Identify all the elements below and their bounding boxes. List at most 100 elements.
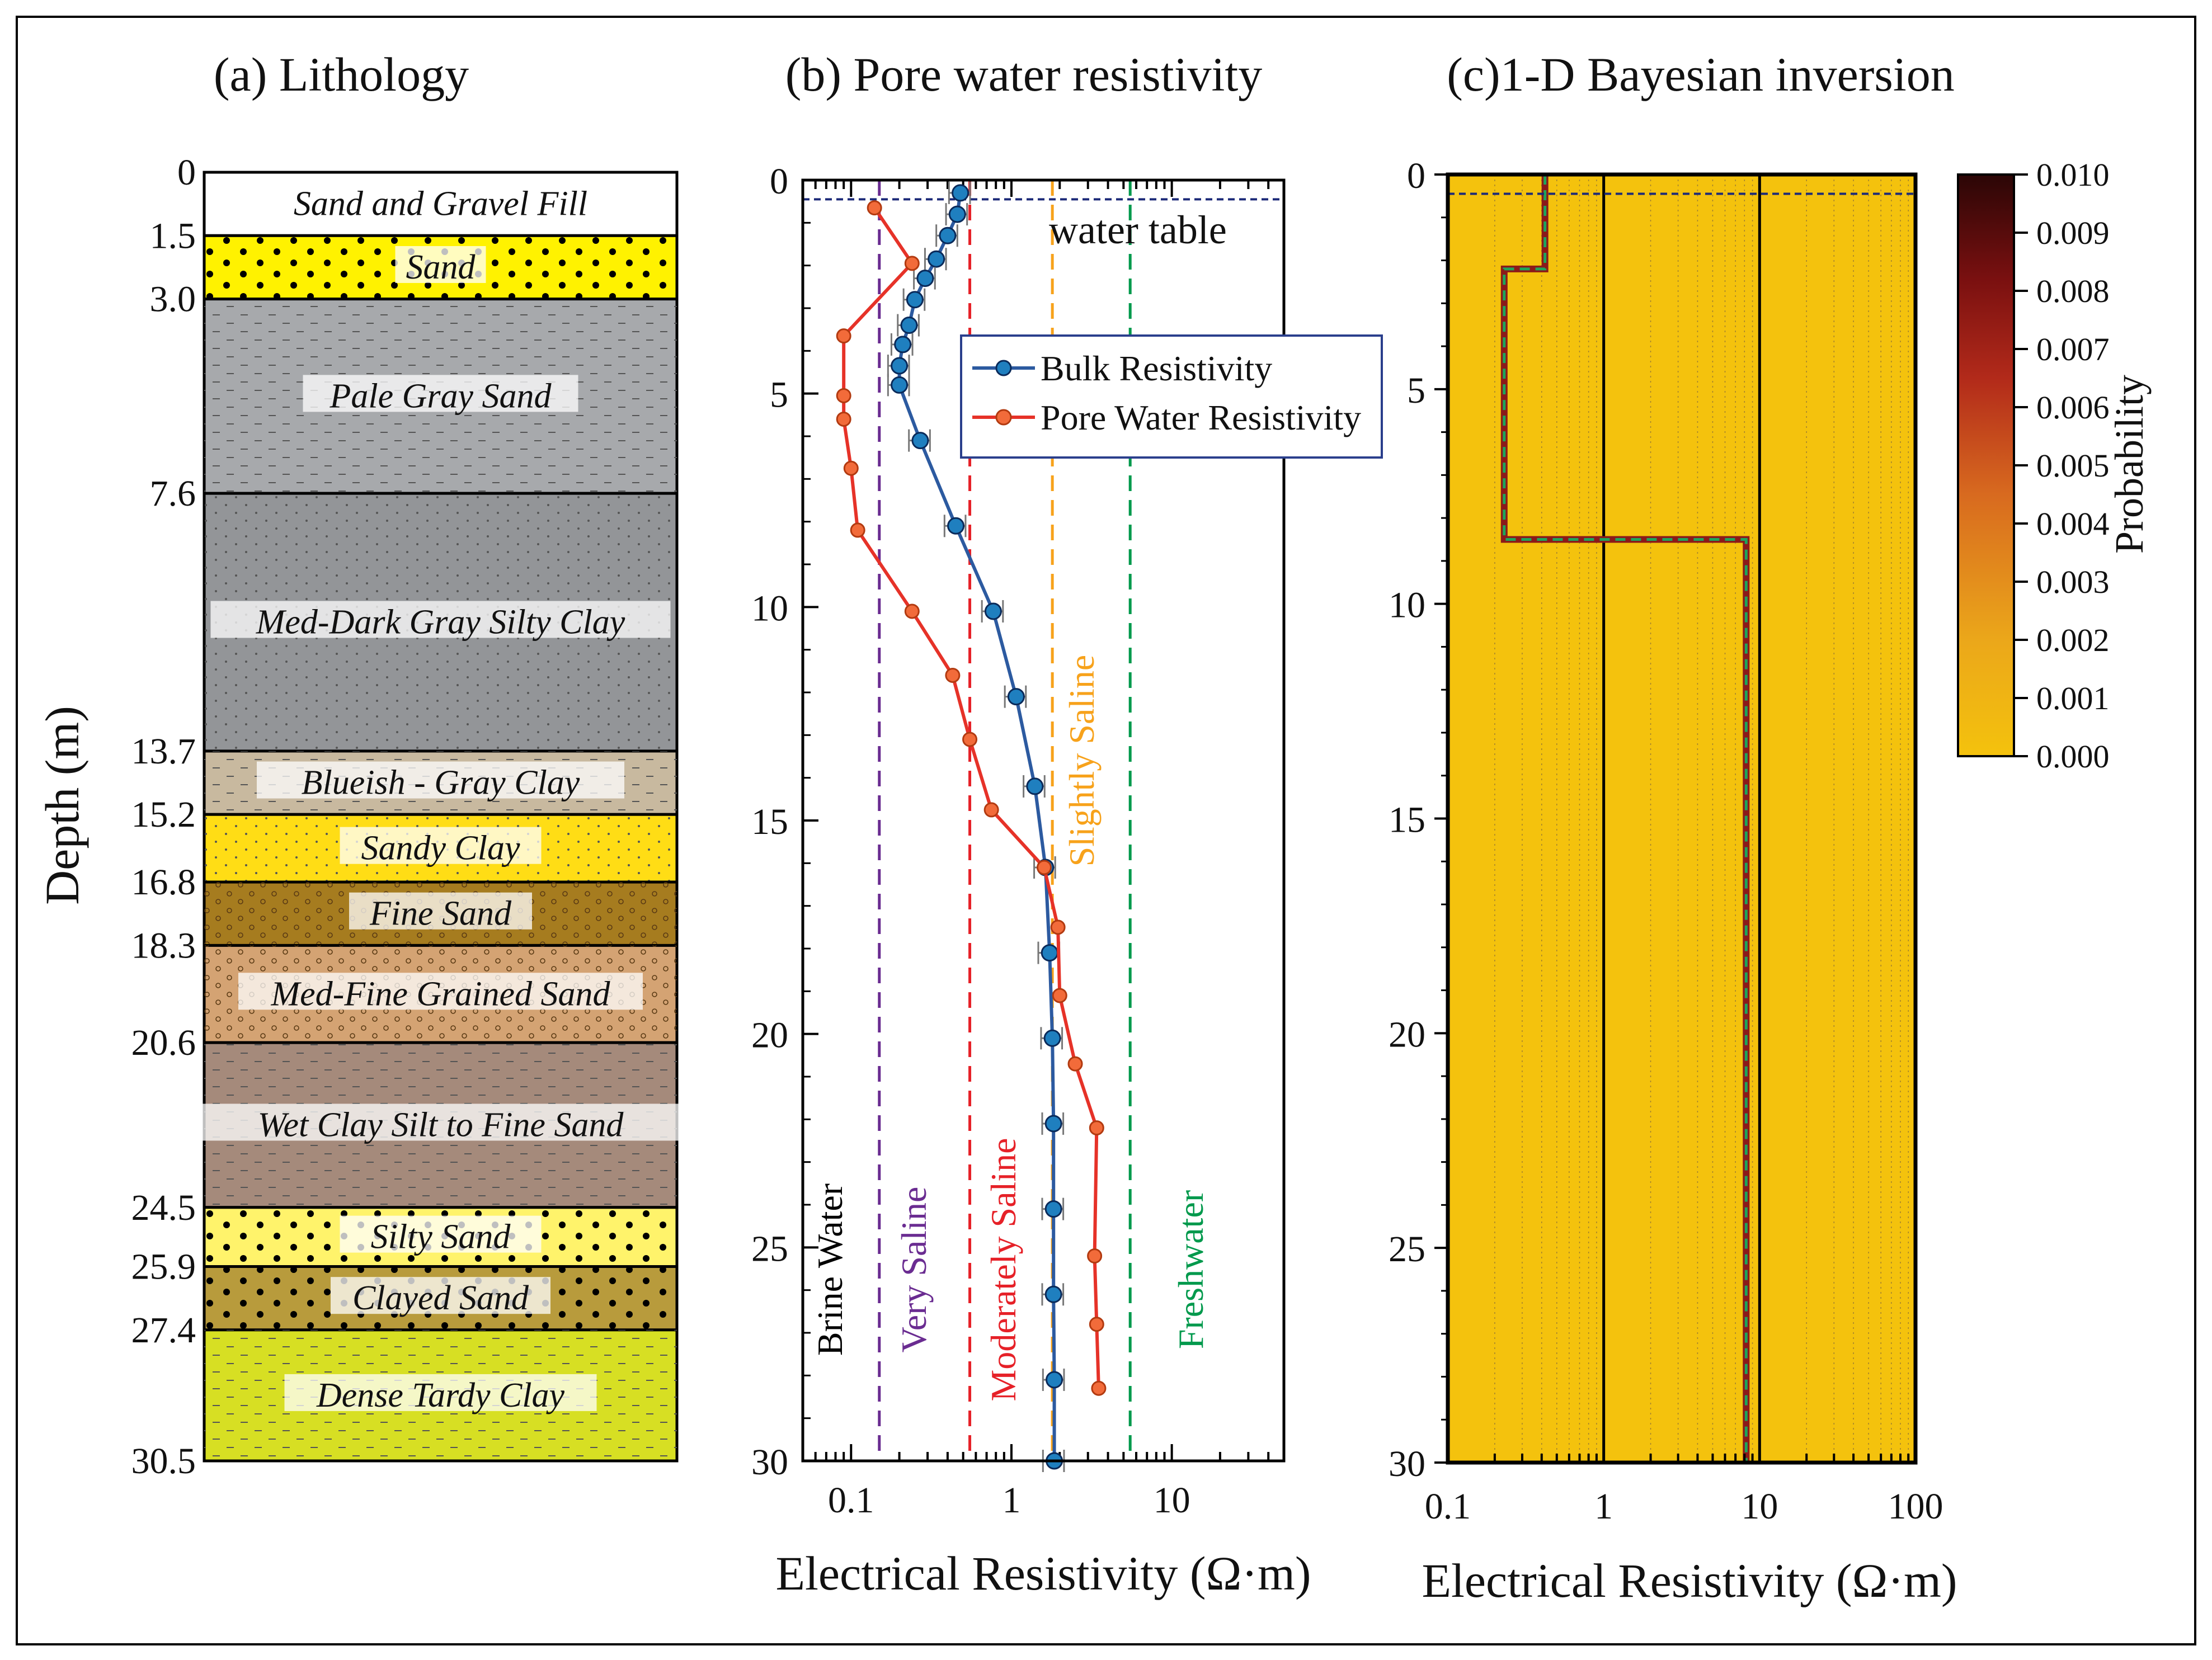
y-tick-label: 25: [751, 1228, 788, 1269]
bulk-resistivity-point: [939, 227, 957, 244]
bayesian-x-axis-label: Electrical Resistivity (Ω·m): [1422, 1554, 1957, 1607]
y-tick-label: 5: [770, 375, 788, 416]
lithology-layer-label: Sand and Gravel Fill: [294, 185, 587, 223]
pore-water-resistivity-point: [1050, 919, 1066, 935]
colorbar-tick-label: 0.002: [2036, 622, 2110, 658]
depth-tick-label: 25.9: [131, 1247, 196, 1288]
bayesian-plot-frame: [1446, 172, 1918, 1465]
bulk-resistivity-point: [947, 517, 965, 535]
lithology-layer-label: Med-Fine Grained Sand: [270, 975, 610, 1013]
lithology-label-backdrop: [192, 1103, 689, 1141]
lithology-panel: (a) Lithology Depth (m) Sand and Gravel …: [35, 48, 689, 1482]
bulk-resistivity-point: [900, 317, 918, 334]
figure-border: [16, 16, 2196, 1645]
lithology-label-backdrop: [349, 892, 532, 930]
depth-tick-label: 24.5: [131, 1187, 196, 1228]
lithology-label-backdrop: [257, 761, 624, 799]
pore-water-resistivity-point: [945, 667, 961, 683]
lithology-layer-label: Silty Sand: [371, 1218, 511, 1256]
lithology-label-backdrop: [331, 1277, 550, 1314]
water-table-label: water table: [1049, 208, 1227, 252]
pore-water-x-axis-label: Electrical Resistivity (Ω·m): [775, 1546, 1311, 1600]
salinity-class-label: Slightly Saline: [1062, 655, 1102, 867]
pore-water-resistivity-point: [867, 200, 882, 216]
colorbar-tick-label: 0.008: [2036, 273, 2110, 309]
depth-tick-label: 20.6: [131, 1022, 196, 1063]
y-tick-label: 10: [1389, 585, 1425, 626]
legend-pore-label: Pore Water Resistivity: [1041, 398, 1361, 437]
x-tick-label: 1: [1002, 1480, 1020, 1521]
pore-water-title: (b) Pore water resistivity: [785, 48, 1263, 101]
pore-water-resistivity-point: [1089, 1317, 1104, 1332]
y-tick-label: 15: [1389, 800, 1425, 841]
bulk-resistivity-point: [891, 376, 909, 394]
lithology-title: (a) Lithology: [214, 48, 469, 101]
depth-tick-label: 16.8: [131, 862, 196, 903]
lithology-label-backdrop: [303, 375, 578, 412]
lithology-label-backdrop: [340, 1215, 542, 1253]
colorbar-tick-label: 0.006: [2036, 389, 2110, 426]
pore-water-resistivity-point: [904, 256, 920, 271]
depth-tick-label: 3.0: [150, 279, 196, 320]
y-tick-label: 20: [751, 1015, 788, 1056]
colorbar-tick-label: 0.004: [2036, 506, 2110, 542]
colorbar-label: Probability: [2107, 375, 2152, 554]
lithology-layer-label: Sand: [406, 248, 476, 286]
depth-tick-label: 13.7: [131, 731, 196, 772]
depth-tick-label: 30.5: [131, 1441, 196, 1482]
legend-bulk-label: Bulk Resistivity: [1041, 348, 1272, 388]
salinity-class-label: Moderately Saline: [983, 1138, 1023, 1402]
pore-water-resistivity-point: [904, 603, 920, 619]
y-tick-label: 10: [751, 588, 788, 629]
pore-water-resistivity-point: [1091, 1380, 1107, 1396]
lithology-label-backdrop: [238, 973, 643, 1010]
colorbar-gradient: [1957, 173, 2015, 757]
y-tick-label: 30: [751, 1442, 788, 1483]
lithology-layer-label: Dense Tardy Clay: [316, 1376, 565, 1414]
colorbar-tick-label: 0.010: [2036, 157, 2110, 193]
lithology-label-backdrop: [340, 827, 542, 864]
pore-water-resistivity-point: [1052, 988, 1067, 1003]
lithology-layer-label: Sandy Clay: [361, 829, 520, 867]
pore-water-resistivity-point: [1067, 1056, 1083, 1072]
bulk-resistivity-point: [1007, 688, 1025, 706]
x-tick-label: 1: [1594, 1486, 1613, 1527]
lithology-layer-label: Fine Sand: [369, 895, 512, 933]
depth-tick-label: 15.2: [131, 794, 196, 835]
lithology-layer-label: Clayed Sand: [352, 1279, 529, 1317]
y-tick-label: 25: [1389, 1229, 1425, 1270]
depth-tick-label: 1.5: [150, 215, 196, 256]
salinity-class-label: Brine Water: [810, 1183, 850, 1356]
colorbar-tick-label: 0.000: [2036, 738, 2110, 775]
bulk-resistivity-point: [1026, 777, 1044, 795]
lithology-layer-label: Med-Dark Gray Silty Clay: [256, 603, 625, 642]
pore-water-resistivity-point: [836, 388, 851, 403]
lithology-layer-label: Wet Clay Silt to Fine Sand: [258, 1106, 624, 1144]
bulk-resistivity-point: [916, 270, 934, 287]
pore-water-resistivity-point: [843, 460, 859, 476]
pore-water-plot-frame: [801, 178, 1286, 1463]
x-tick-label: 10: [1741, 1486, 1778, 1527]
colorbar-tick-label: 0.001: [2036, 680, 2110, 716]
x-tick-label: 0.1: [828, 1480, 874, 1521]
bulk-resistivity-point: [984, 602, 1002, 620]
lithology-label-backdrop: [395, 246, 486, 283]
bulk-resistivity-point: [891, 357, 909, 375]
pore-water-resistivity-point: [1036, 860, 1052, 875]
bulk-resistivity-point: [894, 336, 912, 353]
bulk-resistivity-point: [1041, 944, 1058, 962]
pore-water-resistivity-point: [836, 411, 851, 427]
colorbar-tick-label: 0.003: [2036, 564, 2110, 600]
bulk-resistivity-point: [952, 184, 969, 202]
legend: Bulk Resistivity Pore Water Resistivity: [960, 334, 1383, 459]
depth-tick-label: 27.4: [131, 1310, 196, 1351]
x-tick-label: 0.1: [1425, 1486, 1471, 1527]
y-tick-label: 0: [1407, 155, 1425, 196]
bulk-resistivity-point: [1044, 1285, 1062, 1303]
x-tick-label: 10: [1154, 1480, 1190, 1521]
lithology-label-backdrop: [210, 601, 671, 638]
x-tick-label: 100: [1888, 1486, 1943, 1527]
lithology-label-backdrop: [284, 1374, 597, 1411]
probability-heatmap: [1448, 175, 1916, 1463]
bulk-resistivity-point: [1046, 1371, 1063, 1389]
